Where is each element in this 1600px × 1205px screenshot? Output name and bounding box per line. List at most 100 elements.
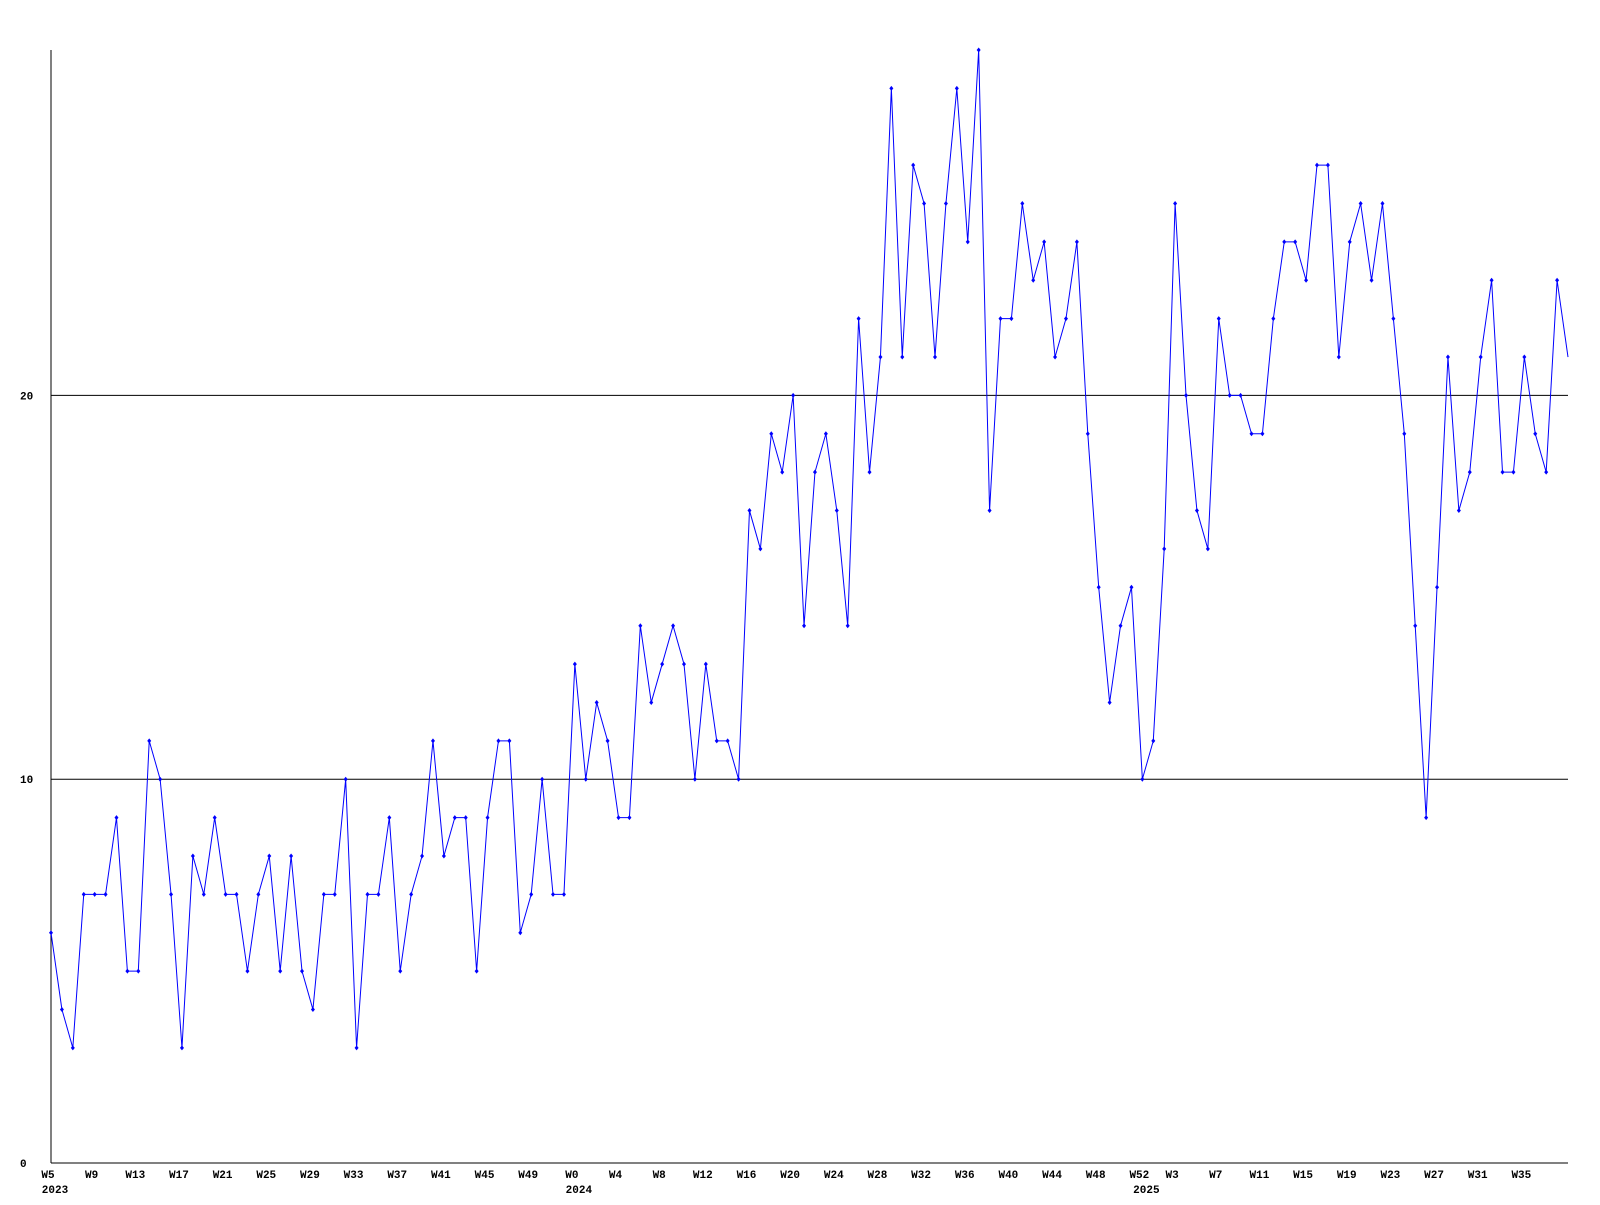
marker xyxy=(616,815,621,821)
marker xyxy=(1260,431,1265,437)
marker xyxy=(1467,469,1472,475)
marker xyxy=(1042,239,1047,245)
marker xyxy=(594,699,599,705)
marker xyxy=(201,891,206,897)
marker xyxy=(300,968,305,974)
marker xyxy=(376,891,381,897)
marker xyxy=(561,891,566,897)
x-tick-label: W37 xyxy=(387,1170,407,1182)
marker xyxy=(900,354,905,360)
marker xyxy=(1140,776,1145,782)
marker xyxy=(856,316,861,322)
marker xyxy=(1271,316,1276,322)
x-tick-label: W49 xyxy=(518,1170,538,1182)
x-year-label: 2023 xyxy=(42,1185,69,1197)
marker xyxy=(987,508,992,514)
marker xyxy=(1555,277,1560,283)
marker xyxy=(540,776,545,782)
marker xyxy=(627,815,632,821)
marker xyxy=(1031,277,1036,283)
marker xyxy=(867,469,872,475)
marker xyxy=(441,853,446,859)
marker xyxy=(725,738,730,744)
marker xyxy=(474,968,479,974)
marker xyxy=(485,815,490,821)
x-tick-label: W28 xyxy=(868,1170,888,1182)
x-tick-label: W19 xyxy=(1337,1170,1357,1182)
marker xyxy=(321,891,326,897)
marker xyxy=(965,239,970,245)
marker xyxy=(692,776,697,782)
x-tick-label: W29 xyxy=(300,1170,320,1182)
marker xyxy=(1118,623,1123,629)
x-tick-label: W5 xyxy=(41,1170,55,1182)
marker xyxy=(1478,354,1483,360)
marker xyxy=(1544,469,1549,475)
marker xyxy=(1238,392,1243,398)
marker xyxy=(911,162,916,168)
marker xyxy=(507,738,512,744)
marker xyxy=(1173,201,1178,207)
x-tick-label: W13 xyxy=(125,1170,145,1182)
marker xyxy=(1227,392,1232,398)
marker xyxy=(278,968,283,974)
x-tick-label: W4 xyxy=(609,1170,623,1182)
marker xyxy=(452,815,457,821)
marker xyxy=(1445,354,1450,360)
marker xyxy=(92,891,97,897)
marker xyxy=(1336,354,1341,360)
x-tick-label: W25 xyxy=(256,1170,276,1182)
x-tick-label: W7 xyxy=(1209,1170,1222,1182)
marker xyxy=(179,1045,184,1051)
marker xyxy=(245,968,250,974)
marker xyxy=(1063,316,1068,322)
marker xyxy=(234,891,239,897)
marker xyxy=(1347,239,1352,245)
marker xyxy=(943,201,948,207)
x-tick-label: W40 xyxy=(998,1170,1018,1182)
marker xyxy=(1380,201,1385,207)
marker xyxy=(1413,623,1418,629)
marker xyxy=(1435,584,1440,590)
marker xyxy=(714,738,719,744)
marker xyxy=(671,623,676,629)
marker xyxy=(332,891,337,897)
y-tick-label: 0 xyxy=(20,1159,27,1171)
x-tick-label: W32 xyxy=(911,1170,931,1182)
marker xyxy=(103,891,108,897)
marker xyxy=(649,699,654,705)
marker xyxy=(638,623,643,629)
marker xyxy=(1205,546,1210,552)
marker xyxy=(998,316,1003,322)
x-tick-label: W20 xyxy=(780,1170,800,1182)
marker xyxy=(1074,239,1079,245)
marker xyxy=(147,738,152,744)
marker xyxy=(823,431,828,437)
marker xyxy=(1304,277,1309,283)
marker xyxy=(125,968,130,974)
x-tick-label: W44 xyxy=(1042,1170,1062,1182)
marker xyxy=(976,47,981,53)
marker xyxy=(310,1006,315,1012)
marker xyxy=(1096,584,1101,590)
x-tick-label: W45 xyxy=(475,1170,495,1182)
marker xyxy=(420,853,425,859)
marker xyxy=(463,815,468,821)
x-tick-label: W31 xyxy=(1468,1170,1488,1182)
marker xyxy=(1053,354,1058,360)
y-tick-label: 10 xyxy=(20,775,33,787)
x-tick-label: W12 xyxy=(693,1170,713,1182)
marker xyxy=(1249,431,1254,437)
marker xyxy=(845,623,850,629)
marker xyxy=(1009,316,1014,322)
marker xyxy=(267,853,272,859)
marker xyxy=(747,508,752,514)
marker xyxy=(496,738,501,744)
x-tick-label: W41 xyxy=(431,1170,451,1182)
x-tick-label: W24 xyxy=(824,1170,844,1182)
x-tick-label: W8 xyxy=(653,1170,667,1182)
marker xyxy=(583,776,588,782)
marker xyxy=(1282,239,1287,245)
marker xyxy=(922,201,927,207)
x-tick-label: W3 xyxy=(1166,1170,1180,1182)
